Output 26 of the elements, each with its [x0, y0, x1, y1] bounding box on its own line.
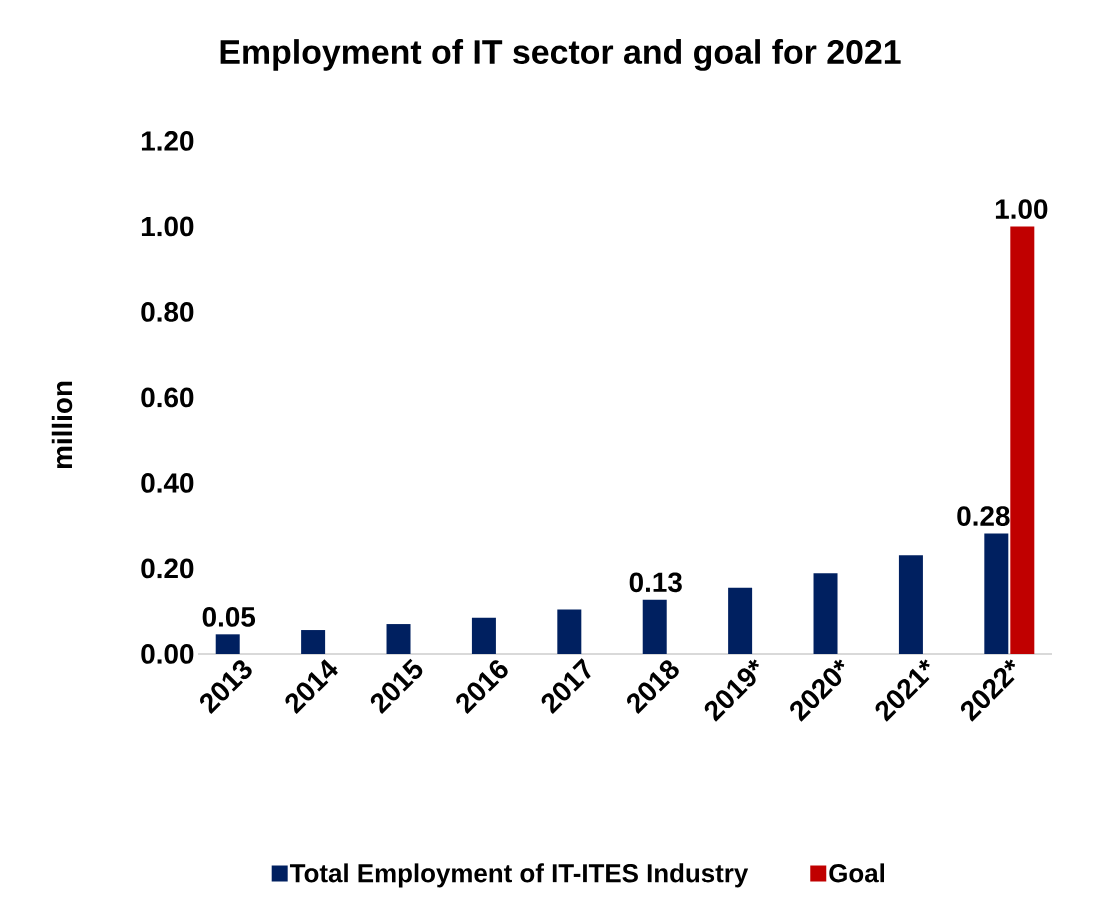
bar [898, 555, 923, 654]
bar [557, 609, 582, 654]
bar [386, 624, 411, 654]
y-tick-label: 0.60 [141, 387, 194, 408]
y-tick-label: 0.80 [141, 302, 194, 322]
bar [215, 634, 240, 654]
data-label: 0.05 [202, 607, 256, 627]
bar [301, 630, 326, 654]
y-tick-label: 1.00 [141, 216, 194, 237]
y-tick-label: 0.40 [141, 473, 194, 493]
y-tick-label: 0.20 [141, 558, 194, 579]
bar [984, 533, 1009, 654]
chart-title: Employment of IT sector and goal for 2021 [220, 39, 901, 71]
data-label: 0.13 [629, 572, 682, 593]
bar [1010, 226, 1035, 654]
bar [642, 599, 667, 654]
data-label: 1.00 [995, 199, 1048, 219]
y-tick-label: 1.20 [141, 131, 194, 151]
y-axis-title: million [51, 381, 73, 469]
data-label: 0.28 [957, 506, 1010, 526]
y-tick-label: 0.00 [141, 644, 194, 664]
bar [471, 617, 496, 654]
bar [813, 573, 838, 654]
bar [728, 587, 753, 654]
legend-label: Total Employment of IT-ITES Industry [289, 863, 749, 888]
legend-label: Goal [829, 863, 884, 883]
